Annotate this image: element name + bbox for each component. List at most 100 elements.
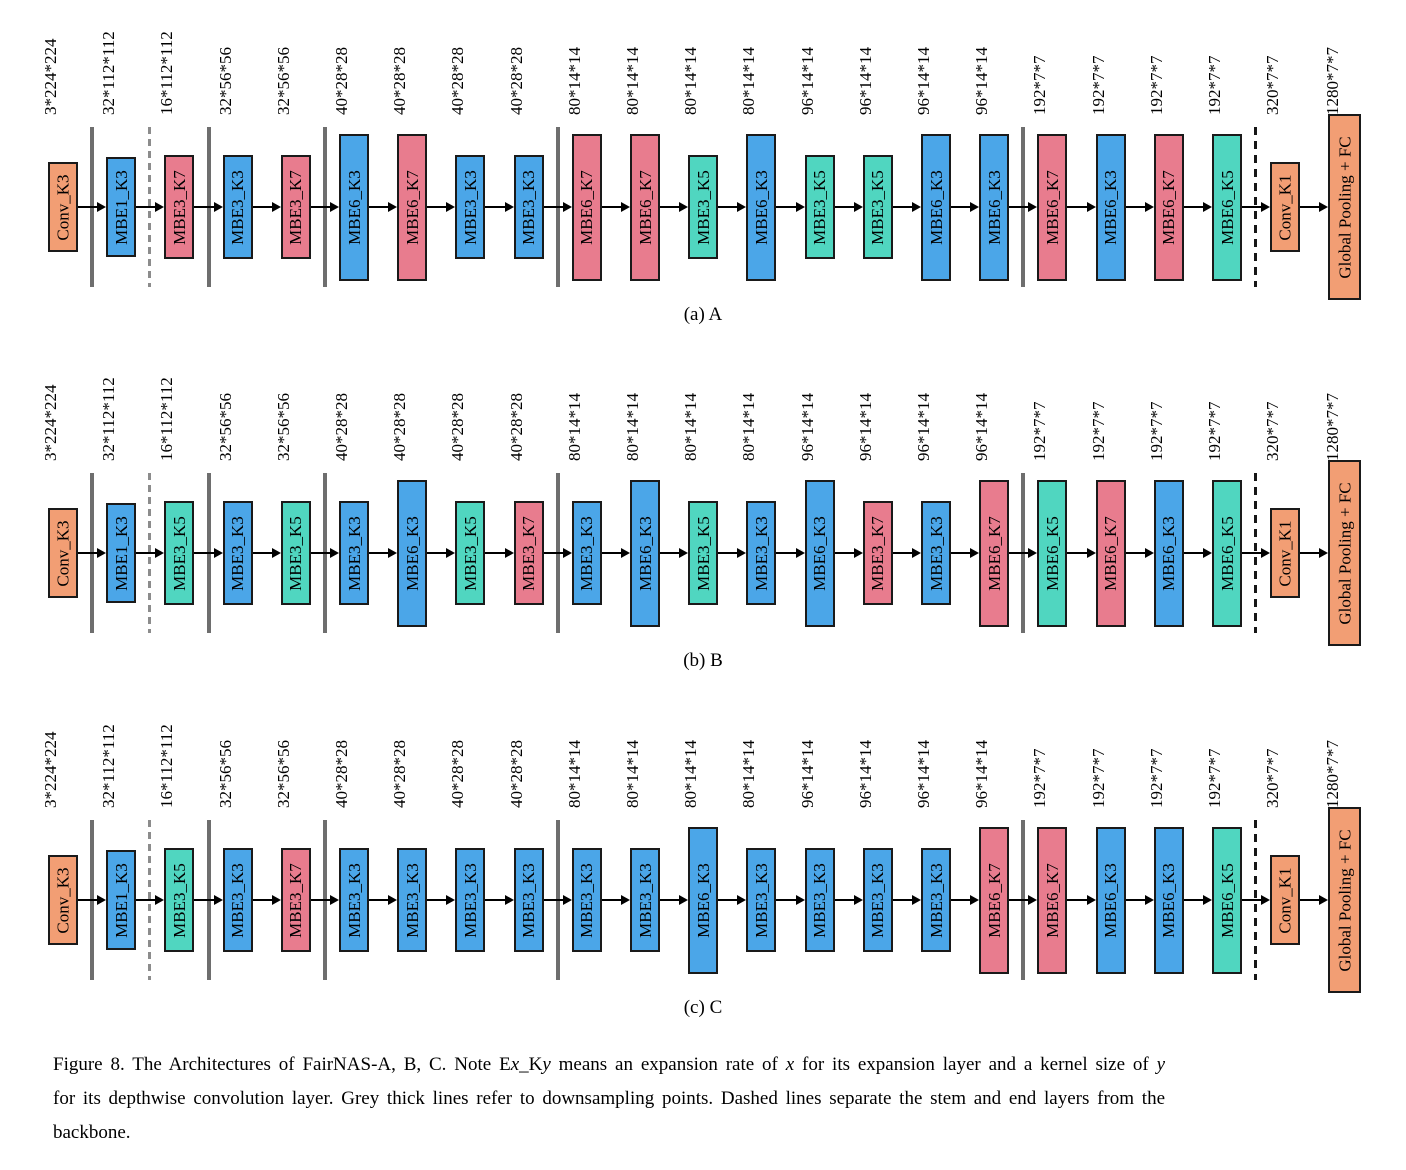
dimension-label: 40*28*28: [448, 740, 468, 808]
arrow: [1242, 552, 1263, 554]
block-mbe6-k7: MBE6_K7: [1095, 479, 1126, 627]
arrow: [310, 899, 331, 901]
arrow: [601, 899, 622, 901]
dimension-label: 80*14*14: [681, 740, 701, 808]
arrowhead-icon: [1144, 895, 1154, 905]
arrowhead-icon: [330, 895, 339, 905]
arrow: [427, 552, 448, 554]
arrowhead-icon: [1319, 895, 1329, 905]
block-mbe6-k3: MBE6_K3: [688, 826, 719, 974]
arrowhead-icon: [1086, 895, 1096, 905]
caption-text: _K: [519, 1054, 543, 1075]
arrowhead-icon: [1203, 202, 1212, 212]
block-mbe3-k5: MBE3_K5: [804, 155, 835, 259]
block-mbe6-k3: MBE6_K3: [630, 479, 660, 627]
arrowhead-icon: [679, 548, 689, 558]
arrow: [543, 206, 564, 208]
layer-label: MBE6_K7: [984, 862, 1004, 938]
layer-label: MBE3_K3: [228, 862, 248, 938]
arrowhead-icon: [621, 202, 630, 212]
caption-line: Figure 8. The Architectures of FairNAS-A…: [53, 1048, 1165, 1082]
arrowhead-icon: [795, 895, 805, 905]
arrow: [660, 206, 681, 208]
block-mbe6-k3: MBE6_K3: [339, 133, 369, 281]
arrowhead-icon: [912, 895, 921, 905]
block-mbe6-k7: MBE6_K7: [979, 826, 1010, 974]
arrow: [718, 206, 739, 208]
arrow: [78, 899, 99, 901]
arrow: [1300, 552, 1321, 554]
arrowhead-icon: [621, 895, 630, 905]
arrow: [776, 206, 797, 208]
arrowhead-icon: [213, 202, 223, 212]
arrow: [892, 552, 913, 554]
block-mbe3-k3: MBE3_K3: [222, 501, 253, 605]
dimension-label: 80*14*14: [739, 740, 759, 808]
dimension-label: 32*56*56: [273, 740, 293, 808]
block-mbe6-k3: MBE6_K3: [1095, 826, 1126, 974]
arrow: [1125, 206, 1146, 208]
caption-text: for its expansion layer and a kernel siz…: [794, 1054, 1157, 1075]
arrow: [1009, 552, 1030, 554]
layer-label: MBE3_K3: [460, 862, 480, 938]
arrowhead-icon: [912, 548, 921, 558]
block-mbe3-k3: MBE3_K3: [339, 848, 369, 952]
arrowhead-icon: [155, 202, 165, 212]
dimension-label: 96*14*14: [855, 740, 875, 808]
arrow: [1125, 552, 1146, 554]
arrowhead-icon: [155, 895, 165, 905]
arrow: [485, 552, 506, 554]
subcaption-b: (b) B: [683, 650, 723, 671]
block-mbe6-k3: MBE6_K3: [397, 479, 428, 627]
arrowhead-icon: [1261, 895, 1271, 905]
block-mbe6-k3: MBE6_K3: [979, 133, 1010, 281]
arrowhead-icon: [271, 895, 281, 905]
arrowhead-icon: [155, 548, 165, 558]
dimension-label: 1280*7*7: [1322, 740, 1342, 808]
block-mbe3-k5: MBE3_K5: [164, 501, 195, 605]
arrowhead-icon: [504, 548, 514, 558]
arrowhead-icon: [446, 548, 456, 558]
arrowhead-icon: [213, 548, 223, 558]
block-mbe6-k7: MBE6_K7: [571, 133, 602, 281]
block-mbe3-k3: MBE3_K3: [222, 848, 253, 952]
layer-label: MBE3_K3: [519, 862, 539, 938]
block-mbe3-k3: MBE3_K3: [222, 155, 253, 259]
arrow: [951, 899, 972, 901]
arrowhead-icon: [388, 202, 398, 212]
block-mbe3-k3: MBE3_K3: [921, 501, 951, 605]
arrowhead-icon: [562, 202, 572, 212]
dimension-label: 320*7*7: [1263, 748, 1283, 809]
block-mbe3-k7: MBE3_K7: [513, 501, 544, 605]
block-mbe3-k5: MBE3_K5: [164, 848, 195, 952]
caption-text: means an expansion rate of: [550, 1054, 786, 1075]
arrowhead-icon: [1086, 548, 1096, 558]
block-conv-k3: Conv_K3: [48, 162, 78, 252]
caption-text: backbone.: [53, 1122, 131, 1143]
block-mbe6-k3: MBE6_K3: [1153, 826, 1184, 974]
layer-label: MBE3_K3: [810, 862, 830, 938]
layer-label: MBE6_K3: [693, 862, 713, 938]
dimension-label: 192*7*7: [1146, 748, 1166, 809]
arrow: [834, 552, 855, 554]
arrow: [660, 552, 681, 554]
arrowhead-icon: [562, 895, 572, 905]
arrow: [951, 206, 972, 208]
arrow: [1300, 206, 1321, 208]
layer-label: MBE3_K3: [344, 862, 364, 938]
arrow: [601, 552, 622, 554]
arrow: [776, 552, 797, 554]
block-mbe6-k7: MBE6_K7: [1153, 133, 1184, 281]
arrowhead-icon: [1261, 202, 1271, 212]
subcaption-a: (a) A: [683, 304, 723, 325]
arrow: [136, 552, 157, 554]
block-mbe3-k3: MBE3_K3: [513, 848, 544, 952]
caption-line: for its depthwise convolution layer. Gre…: [53, 1082, 1165, 1116]
arrowhead-icon: [853, 202, 863, 212]
dimension-label: 192*7*7: [1030, 748, 1050, 809]
arrowhead-icon: [446, 895, 456, 905]
arrowhead-icon: [853, 548, 863, 558]
arrow: [485, 899, 506, 901]
